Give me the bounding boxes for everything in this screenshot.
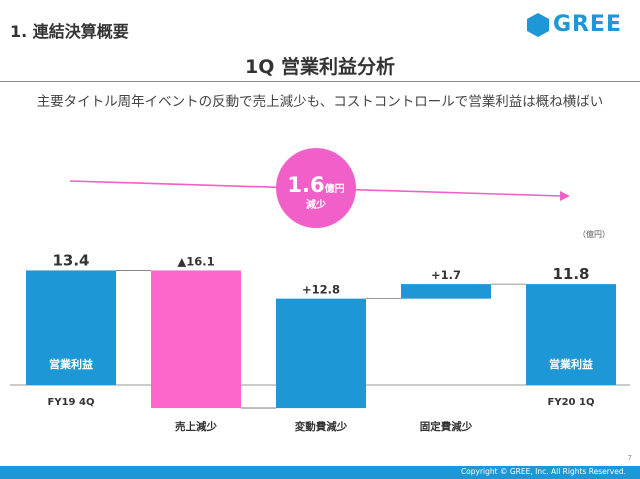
bar-inner-label: 営業利益 <box>49 357 93 371</box>
hexagon-logo-icon <box>526 12 549 37</box>
change-badge-value: 1.6億円 <box>287 173 344 197</box>
change-badge <box>276 148 356 228</box>
trend-arrow-head-icon <box>560 191 570 201</box>
section-title: 1. 連結決算概要 <box>10 22 129 41</box>
title-divider <box>0 81 640 82</box>
footer-bar: Copyright © GREE, Inc. All Rights Reserv… <box>0 466 640 479</box>
value-label: +1.7 <box>431 268 461 282</box>
change-badge-label: 減少 <box>306 198 326 211</box>
page-title: 1Q 営業利益分析 <box>245 56 395 78</box>
value-label: 11.8 <box>552 265 589 283</box>
value-label: +12.8 <box>302 283 340 297</box>
unit-label: （億円） <box>578 229 610 239</box>
bar-FY19 4Q <box>26 270 116 385</box>
bar-FY20 1Q <box>526 284 616 385</box>
copyright-text: Copyright © GREE, Inc. All Rights Reserv… <box>460 467 626 476</box>
category-label: 固定費減少 <box>420 420 473 433</box>
value-label: ▲16.1 <box>177 254 214 268</box>
category-label: 変動費減少 <box>295 420 348 433</box>
bar-固定費減少 <box>401 284 491 299</box>
bar-売上減少 <box>151 270 241 409</box>
logo-text: GREE <box>552 12 622 37</box>
category-label: FY20 1Q <box>548 397 595 408</box>
category-label: FY19 4Q <box>48 397 95 408</box>
category-label: 売上減少 <box>175 420 217 433</box>
page-number: 7 <box>627 454 632 462</box>
bar-inner-label: 営業利益 <box>549 357 593 371</box>
value-label: 13.4 <box>52 251 89 269</box>
bar-変動費減少 <box>276 298 366 409</box>
gree-logo: GREE <box>526 12 622 37</box>
page-subtitle: 主要タイトル周年イベントの反動で売上減少も、コストコントロールで営業利益は概ね横… <box>36 94 604 110</box>
